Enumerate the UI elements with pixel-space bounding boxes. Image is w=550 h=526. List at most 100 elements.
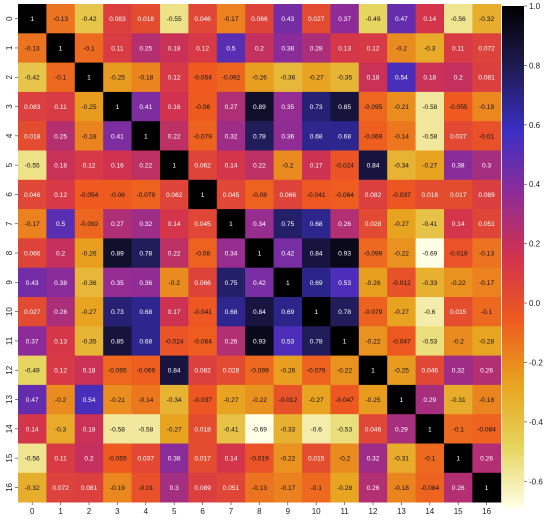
cell-value-label: 0.38 <box>452 163 465 170</box>
heatmap-cell <box>387 179 416 210</box>
heatmap-cell <box>160 238 189 269</box>
heatmap-cell <box>444 326 473 356</box>
cell-value-label: -0.27 <box>422 163 437 170</box>
cell-value-label: 0.75 <box>225 280 238 287</box>
heatmap-cell <box>216 297 246 327</box>
heatmap-cell <box>387 472 416 503</box>
cell-value-label: -0.012 <box>278 397 297 404</box>
cell-value-label: 0.081 <box>81 485 98 492</box>
heatmap-cell <box>415 384 445 415</box>
cell-value-label: -0.27 <box>394 309 409 316</box>
cell-value-label: -0.56 <box>25 456 40 463</box>
heatmap-cell <box>160 33 189 63</box>
cell-value-label: -0.6 <box>424 309 436 316</box>
cell-value-label: -0.064 <box>335 192 354 199</box>
cell-value-label: 0.015 <box>308 456 325 463</box>
cell-value-label: -0.2 <box>55 397 67 404</box>
heatmap-cell <box>18 91 47 122</box>
x-tick-label: 3 <box>115 507 120 516</box>
heatmap-cell <box>472 443 502 474</box>
cell-value-label: 0.082 <box>194 368 211 375</box>
colorbar-tick-label: -0.2 <box>529 358 543 367</box>
cell-value-label: 0.18 <box>168 45 181 52</box>
heatmap-cell <box>330 238 360 269</box>
cell-value-label: -0.36 <box>81 280 96 287</box>
heatmap-cell <box>358 179 388 210</box>
cell-value-label: 0.12 <box>168 75 181 82</box>
cell-value-label: 0.028 <box>365 221 382 228</box>
cell-value-label: 1 <box>400 397 404 404</box>
cell-value-label: 0.046 <box>365 426 382 433</box>
heatmap-cell <box>302 121 331 151</box>
heatmap-cell <box>188 326 218 356</box>
y-tick-label: 14 <box>5 424 14 433</box>
cell-value-label: 0.35 <box>281 104 294 111</box>
cell-value-label: -0.17 <box>25 221 40 228</box>
heatmap-cell <box>415 209 445 239</box>
cell-value-label: -0.41 <box>223 426 238 433</box>
cell-value-label: 0.051 <box>478 221 495 228</box>
cell-value-label: 0.89 <box>111 250 124 257</box>
heatmap-cell <box>415 267 445 298</box>
heatmap-cell <box>273 121 303 151</box>
cell-value-label: 0.018 <box>24 133 41 140</box>
heatmap-cell <box>330 4 360 34</box>
heatmap-cell <box>472 91 502 122</box>
heatmap-cell <box>188 443 218 474</box>
cell-value-label: 1 <box>229 221 233 228</box>
cell-value-label: -0.3 <box>424 45 436 52</box>
heatmap-cell <box>472 267 502 298</box>
cell-value-label: -0.18 <box>138 75 153 82</box>
cell-value-label: 0.22 <box>139 163 152 170</box>
heatmap-cell <box>131 384 161 415</box>
heatmap-cell <box>330 443 360 474</box>
heatmap-cell <box>18 4 47 34</box>
y-tick-label: 12 <box>5 365 14 374</box>
heatmap-cell <box>444 472 473 503</box>
cell-value-label: -0.041 <box>193 309 212 316</box>
cell-value-label: 0.083 <box>24 104 41 111</box>
cell-value-label: -0.42 <box>25 75 40 82</box>
cell-value-label: 0.26 <box>480 456 493 463</box>
cell-value-label: -0.054 <box>193 75 212 82</box>
heatmap-cells: 1 -0.13 -0.42 0.083 0.018 -0.55 0.046 -0.17 0.06… <box>18 4 502 503</box>
heatmap-cell <box>358 355 388 386</box>
y-tick-label: 6 <box>5 192 14 197</box>
heatmap-cell <box>216 384 246 415</box>
y-tick-label: 9 <box>5 280 14 285</box>
heatmap-cell <box>273 209 303 239</box>
cell-value-label: 0.18 <box>367 75 380 82</box>
colorbar-tick-label: -0.6 <box>529 477 543 486</box>
heatmap-cell <box>358 384 388 415</box>
cell-value-label: 0.072 <box>52 485 69 492</box>
heatmap-cell <box>273 384 303 415</box>
cell-value-label: 0.47 <box>26 397 39 404</box>
cell-value-label: 1 <box>428 426 432 433</box>
heatmap-cell <box>330 33 360 63</box>
heatmap-cell <box>18 472 47 503</box>
cell-value-label: 0.12 <box>196 45 209 52</box>
heatmap-cell <box>273 150 303 181</box>
heatmap-cell <box>74 121 104 151</box>
heatmap-cell <box>358 297 388 327</box>
heatmap-cell <box>74 267 104 298</box>
heatmap-cell <box>188 62 218 93</box>
cell-value-label: -0.58 <box>422 104 437 111</box>
heatmap-cell <box>358 414 388 444</box>
heatmap-cell <box>472 121 502 151</box>
heatmap-cell <box>245 150 274 181</box>
cell-value-label: -0.18 <box>394 485 409 492</box>
cell-value-label: 0.27 <box>111 221 124 228</box>
cell-value-label: -0.2 <box>339 456 351 463</box>
cell-value-label: 0.089 <box>194 485 211 492</box>
heatmap-cell <box>387 91 416 122</box>
cell-value-label: 0.083 <box>109 16 126 23</box>
heatmap-cell <box>472 355 502 386</box>
heatmap-cell <box>358 121 388 151</box>
heatmap-cell <box>46 326 76 356</box>
heatmap-cell <box>188 91 218 122</box>
cell-value-label: -0.28 <box>337 485 352 492</box>
cell-value-label: 0.2 <box>454 75 463 82</box>
heatmap-cell <box>74 91 104 122</box>
heatmap-cell <box>302 443 331 474</box>
